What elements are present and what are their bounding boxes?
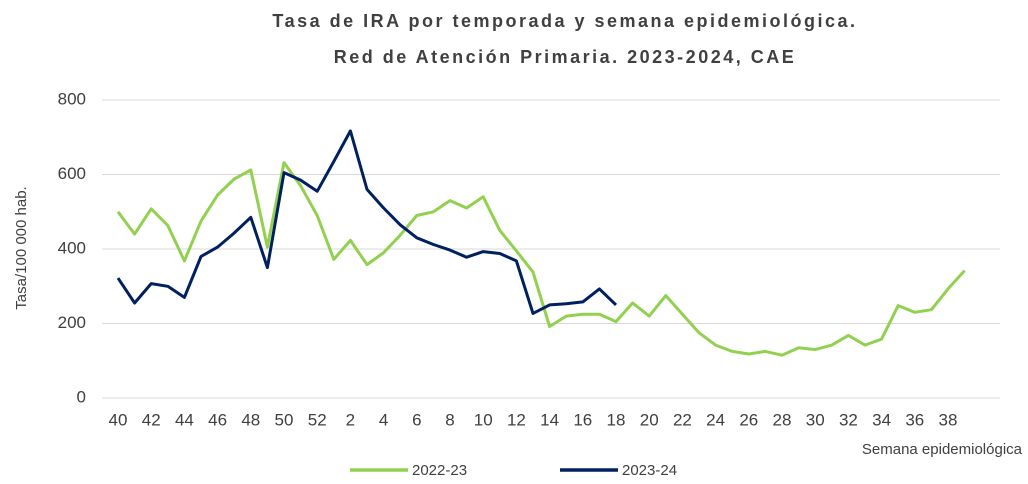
x-tick-label: 50 (275, 410, 294, 429)
x-tick-label: 26 (739, 410, 758, 429)
x-tick-label: 48 (241, 410, 260, 429)
x-tick-label: 34 (872, 410, 891, 429)
x-tick-label: 52 (308, 410, 327, 429)
x-tick-label: 8 (445, 410, 454, 429)
legend-label: 2023-24 (622, 462, 677, 479)
x-axis-label: Semana epidemiológica (862, 441, 1023, 458)
x-tick-label: 28 (773, 410, 792, 429)
x-tick-label: 42 (142, 410, 161, 429)
x-tick-label: 14 (540, 410, 559, 429)
x-tick-label: 12 (507, 410, 526, 429)
x-tick-label: 38 (939, 410, 958, 429)
x-tick-label: 46 (208, 410, 227, 429)
x-tick-label: 20 (640, 410, 659, 429)
line-series (116, 129, 618, 315)
x-tick-label: 24 (706, 410, 725, 429)
x-tick-label: 22 (673, 410, 692, 429)
x-tick-label: 36 (905, 410, 924, 429)
chart-title: Red de Atención Primaria. 2023-2024, CAE (334, 47, 796, 67)
y-tick-label: 800 (58, 89, 86, 108)
y-tick-label: 0 (77, 387, 86, 406)
x-tick-label: 44 (175, 410, 194, 429)
y-tick-label: 400 (58, 238, 86, 257)
legend-label: 2022-23 (412, 462, 467, 479)
line-series (116, 161, 966, 357)
x-tick-label: 10 (474, 410, 493, 429)
x-tick-label: 32 (839, 410, 858, 429)
x-tick-label: 40 (109, 410, 128, 429)
y-tick-label: 200 (58, 313, 86, 332)
x-tick-label: 16 (573, 410, 592, 429)
x-tick-label: 30 (806, 410, 825, 429)
x-tick-label: 2 (346, 410, 355, 429)
x-tick-label: 18 (607, 410, 626, 429)
x-tick-label: 6 (412, 410, 421, 429)
x-tick-label: 4 (379, 410, 388, 429)
chart-title: Tasa de IRA por temporada y semana epide… (272, 11, 857, 31)
y-axis-label: Tasa/100 000 hab. (13, 186, 30, 309)
y-tick-label: 600 (58, 164, 86, 183)
